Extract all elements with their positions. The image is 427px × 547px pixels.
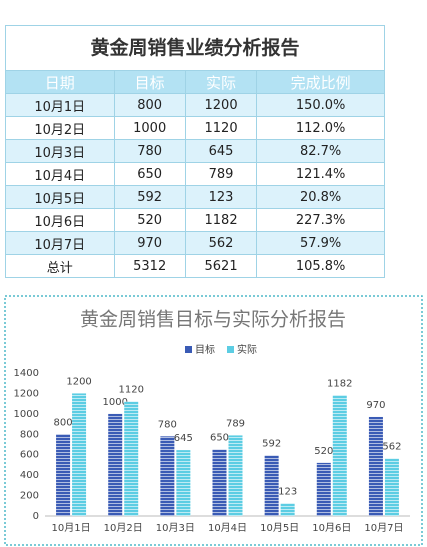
column-header: 完成比例 xyxy=(256,70,385,94)
bar xyxy=(56,434,71,516)
data-label: 592 xyxy=(262,439,281,450)
table-cell: 5621 xyxy=(184,254,258,278)
legend-swatch xyxy=(227,346,234,353)
table-title: 黄金周销售业绩分析报告 xyxy=(5,25,385,70)
chart-title: 黄金周销售目标与实际分析报告 xyxy=(80,309,346,331)
table-row: 10月3日 780 645 82.7% xyxy=(5,139,385,163)
bar xyxy=(212,449,227,516)
table-cell: 121.4% xyxy=(256,162,385,186)
y-tick-label: 1400 xyxy=(14,368,39,379)
bar xyxy=(108,413,123,516)
bar xyxy=(160,436,175,516)
table-cell: 总计 xyxy=(5,254,115,278)
bar xyxy=(124,401,139,516)
y-tick-label: 800 xyxy=(20,429,39,440)
legend-label: 实际 xyxy=(237,343,257,356)
bar xyxy=(384,458,399,516)
data-label: 1000 xyxy=(102,397,127,408)
bar xyxy=(264,455,279,516)
x-tick-label: 10月3日 xyxy=(156,522,195,534)
x-tick-label: 10月5日 xyxy=(260,522,299,534)
table-cell: 123 xyxy=(184,185,258,209)
y-tick-label: 0 xyxy=(33,511,39,522)
table-cell: 5312 xyxy=(113,254,186,278)
table-cell: 10月7日 xyxy=(5,231,115,255)
bar xyxy=(368,416,383,516)
data-label: 1120 xyxy=(118,385,143,396)
table-cell: 800 xyxy=(113,93,186,117)
x-tick-label: 10月1日 xyxy=(52,522,91,534)
data-label: 645 xyxy=(174,433,193,444)
table-cell: 10月5日 xyxy=(5,185,115,209)
data-label: 970 xyxy=(366,400,385,411)
data-label: 1200 xyxy=(66,376,91,387)
data-label: 650 xyxy=(210,433,229,444)
column-header: 实际 xyxy=(184,70,258,94)
table-cell: 57.9% xyxy=(256,231,385,255)
legend-swatch xyxy=(185,346,192,353)
data-label: 562 xyxy=(382,442,401,453)
data-label: 780 xyxy=(158,419,177,430)
bar xyxy=(316,462,331,516)
x-tick-label: 10月7日 xyxy=(364,522,403,534)
table-cell: 150.0% xyxy=(256,93,385,117)
table-row: 10月1日 800 1200 150.0% xyxy=(5,93,385,117)
table-cell: 1200 xyxy=(184,93,258,117)
data-label: 800 xyxy=(54,417,73,428)
y-tick-label: 600 xyxy=(20,450,39,461)
data-label: 1182 xyxy=(327,378,352,389)
table-cell: 10月1日 xyxy=(5,93,115,117)
table-cell: 645 xyxy=(184,139,258,163)
data-label: 123 xyxy=(278,486,297,497)
y-tick-label: 1200 xyxy=(14,388,39,399)
bar xyxy=(332,395,347,516)
report-table: 黄金周销售业绩分析报告 日期 目标 实际 完成比例 10月1日 800 1200 150.0… xyxy=(5,25,385,278)
table-cell: 105.8% xyxy=(256,254,385,278)
data-label: 789 xyxy=(226,418,245,429)
table-cell: 1000 xyxy=(113,116,186,140)
bar xyxy=(280,503,295,516)
y-tick-label: 400 xyxy=(20,470,39,481)
table-cell: 650 xyxy=(113,162,186,186)
legend-label: 目标 xyxy=(195,344,215,356)
table-row: 10月5日 592 123 20.8% xyxy=(5,185,385,209)
table-body: 10月1日 800 1200 150.0% 10月2日 1000 1120 112.0% 10月… xyxy=(5,93,385,278)
x-tick-label: 10月2日 xyxy=(104,522,143,534)
x-tick-label: 10月6日 xyxy=(312,522,351,534)
table-cell: 562 xyxy=(184,231,258,255)
bar xyxy=(176,450,191,516)
data-label: 520 xyxy=(314,446,333,457)
bar xyxy=(228,435,243,516)
table-row: 10月7日 970 562 57.9% xyxy=(5,231,385,255)
table-cell: 970 xyxy=(113,231,186,255)
table-row: 总计 5312 5621 105.8% xyxy=(5,254,385,278)
x-tick-label: 10月4日 xyxy=(208,522,247,534)
y-tick-label: 1000 xyxy=(14,409,39,420)
table-cell: 10月3日 xyxy=(5,139,115,163)
bar xyxy=(72,393,87,516)
y-tick-label: 200 xyxy=(20,491,39,502)
